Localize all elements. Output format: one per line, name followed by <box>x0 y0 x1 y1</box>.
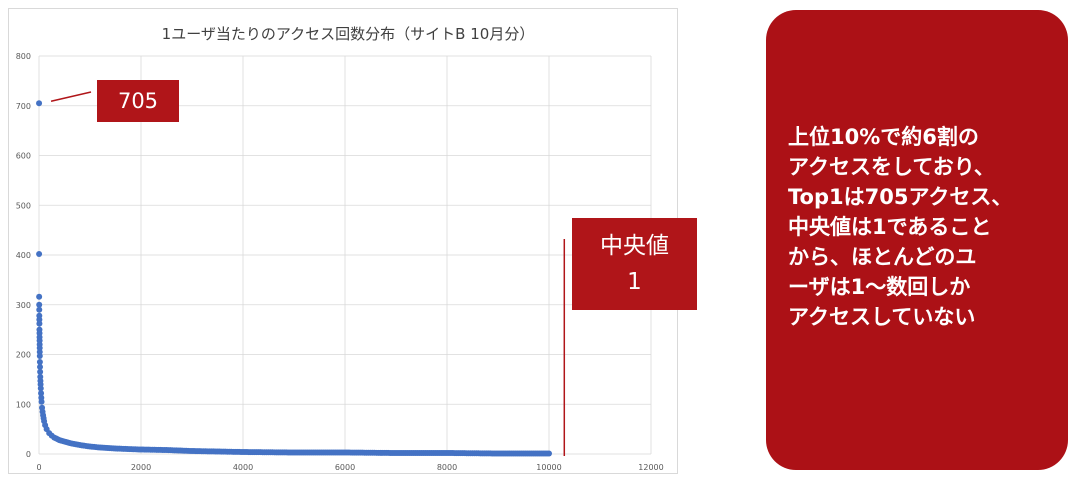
y-tick-label: 100 <box>16 400 31 409</box>
max-leader-line <box>50 91 92 102</box>
x-tick-label: 0 <box>36 463 41 472</box>
data-point <box>36 320 43 327</box>
chart-title: 1ユーザ当たりのアクセス回数分布（サイトB 10月分） <box>162 25 535 43</box>
chart-panel: 1ユーザ当たりのアクセス回数分布（サイトB 10月分） 0 100 200 300 40… <box>8 8 678 474</box>
x-tick-label: 12000 <box>638 463 663 472</box>
data-point <box>37 368 44 375</box>
data-point <box>38 398 45 405</box>
y-tick-label: 200 <box>16 351 31 360</box>
data-point <box>38 390 45 397</box>
y-tick-label: 0 <box>26 450 31 459</box>
max-value-callout: 705 <box>97 80 179 122</box>
x-tick-label: 10000 <box>536 463 561 472</box>
summary-line: 上位10%で約6割の <box>788 125 979 149</box>
median-label: 中央値 <box>600 233 669 259</box>
x-tick-label: 4000 <box>233 463 253 472</box>
data-point <box>36 306 43 313</box>
data-point <box>544 450 551 457</box>
median-value: 1 <box>627 269 642 295</box>
data-point <box>36 352 43 359</box>
y-tick-label: 600 <box>16 152 31 161</box>
max-value-label: 705 <box>117 89 159 113</box>
summary-box: 上位10%で約6割の アクセスをしており、 Top1は705アクセス、 中央値は… <box>766 10 1068 470</box>
data-point <box>36 293 43 300</box>
data-point <box>36 251 43 258</box>
y-tick-label: 700 <box>16 102 31 111</box>
annotation-lines <box>50 91 566 456</box>
data-point <box>37 363 44 370</box>
data-points <box>36 100 552 457</box>
x-tick-label: 2000 <box>131 463 151 472</box>
grid-layer <box>38 55 652 455</box>
summary-line: Top1は705アクセス、 <box>788 185 1013 209</box>
data-point <box>36 301 43 308</box>
median-callout: 中央値 1 <box>572 218 697 310</box>
data-point <box>36 100 43 107</box>
y-tick-label: 300 <box>16 301 31 310</box>
summary-line: ーザは1～数回しか <box>788 275 971 299</box>
summary-line: アクセスしていない <box>788 305 976 329</box>
data-point <box>36 358 43 365</box>
summary-line: アクセスをしており、 <box>788 155 995 179</box>
data-point <box>37 385 44 392</box>
summary-line: 中央値は1であること <box>788 215 992 239</box>
y-tick-label: 500 <box>16 201 31 210</box>
y-tick-label: 400 <box>16 251 31 260</box>
y-tick-label: 800 <box>16 52 31 61</box>
x-tick-label: 6000 <box>335 463 355 472</box>
summary-line: から、ほとんどのユ <box>788 245 977 269</box>
x-tick-label: 8000 <box>437 463 457 472</box>
scatter-chart: 1ユーザ当たりのアクセス回数分布（サイトB 10月分） 0 100 200 300 40… <box>16 25 664 472</box>
